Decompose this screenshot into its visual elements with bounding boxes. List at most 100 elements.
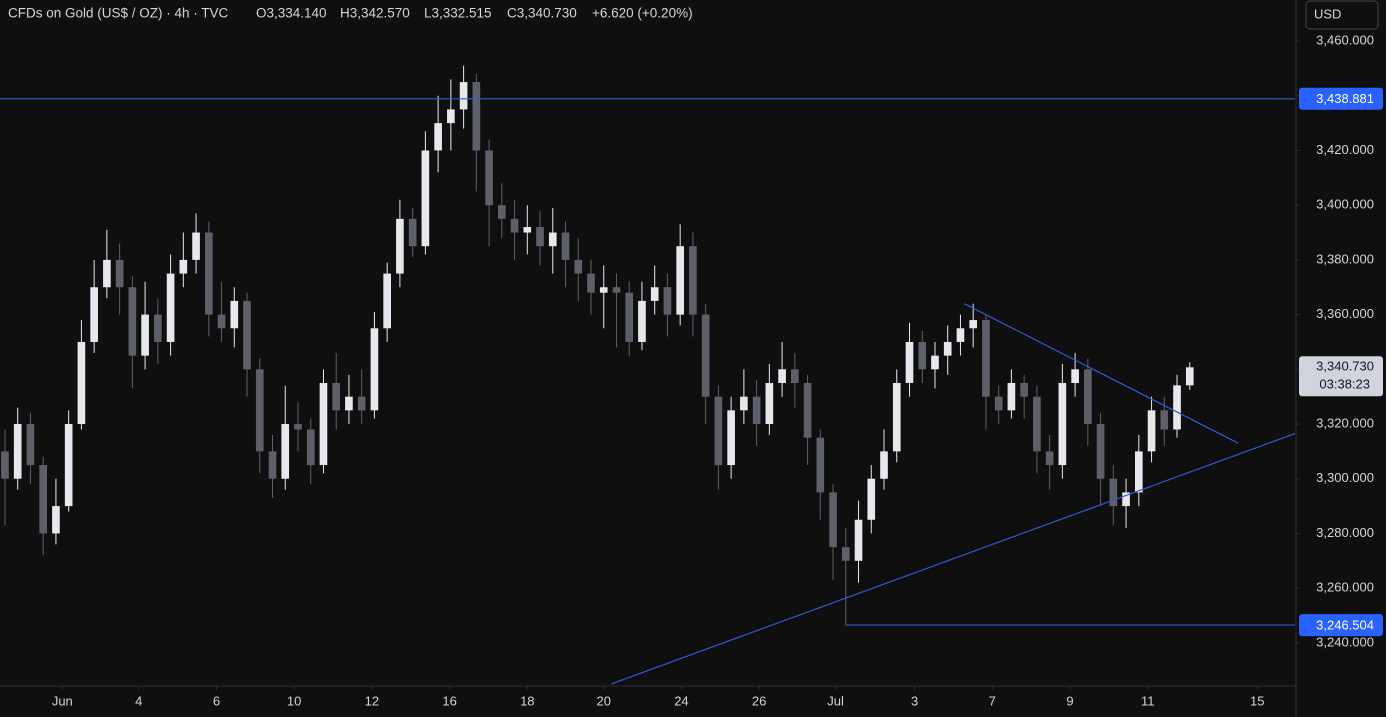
candle-body [612,287,621,293]
candle-body [345,396,353,411]
x-tick-label: 4 [135,693,142,708]
candle-body [166,273,175,342]
ohlc-change: +6.620 (+0.20%) [592,6,693,21]
candle-body [625,292,634,342]
candle-body [689,246,697,315]
ohlc-high: H3,342.570 [340,6,410,21]
countdown-label: 03:38:23 [1319,377,1370,392]
y-tick-label: 3,360.000 [1316,306,1374,321]
axes: 3,240.000 3,260.000 3,280.000 3,300.000 3,32… [52,32,1383,708]
candle-body [396,218,404,274]
candle-body [90,287,98,342]
candle-body [854,519,863,561]
x-tick-label: 6 [213,693,220,708]
candle-body [64,424,73,507]
candle-body [1109,478,1118,507]
candle-body [1147,410,1156,452]
candle-body [765,382,774,425]
candle-body [816,437,825,493]
candle-body [574,259,583,274]
candle-body [587,273,595,293]
candle-body [179,259,188,274]
candle-body [892,382,901,452]
y-tick-label: 3,380.000 [1316,251,1374,266]
candle-body [128,287,137,356]
candle-body [1071,369,1079,383]
candle-body [931,355,939,370]
candle-body [243,300,251,370]
candle-body [115,259,124,288]
candle-body [434,123,442,151]
candle-body [294,424,302,430]
candle-body [969,320,978,329]
candle-body [1007,382,1016,411]
currency-button[interactable] [1305,0,1379,30]
candle-body [192,232,200,260]
candle-body [1134,451,1143,493]
price-label-box [1299,87,1383,110]
y-tick-label: 3,280.000 [1316,525,1374,540]
candle-body [548,232,557,247]
ohlc-open: O3,334.140 [256,6,327,21]
candle-body [982,320,990,397]
candle-body [154,314,162,342]
candle-body [497,205,506,219]
candle-body [943,341,952,356]
x-tick-label: 10 [287,693,301,708]
x-tick-label: Jul [827,693,844,708]
x-tick-label: 20 [597,693,611,708]
ohlc-low: L3,332.515 [424,6,492,21]
candle-body [1084,369,1092,425]
candle-body [918,341,927,370]
candle-body [1160,410,1169,430]
candle-body [332,382,341,411]
y-tick-label: 3,260.000 [1316,580,1374,595]
y-tick-label: 3,420.000 [1316,142,1374,157]
candle-body [230,300,239,329]
price-label-box [1299,614,1383,637]
candle-body [561,232,570,260]
candle-body [13,424,22,479]
trendline [611,433,1296,685]
y-tick-label: 3,240.000 [1316,634,1374,649]
x-tick-label: 24 [674,693,688,708]
ohlc-close: C3,340.730 [507,6,577,21]
candle-body [791,369,799,383]
candle-body [650,287,659,301]
candle-body [459,82,468,110]
candle-body [1058,382,1067,466]
candle-body [778,369,786,383]
y-tick-label: 3,320.000 [1316,415,1374,430]
candle-body [268,451,277,479]
x-tick-label: Jun [52,693,73,708]
candle-body [1173,385,1181,430]
x-tick-label: 3 [911,693,918,708]
candle-body [421,150,430,247]
candle-body [447,109,455,124]
candle-body [141,314,149,356]
candle-body [510,218,519,233]
candle-body [383,273,391,329]
candle-body [740,396,748,411]
candle-body [523,227,532,233]
candle-body [26,424,35,466]
price-label: 3,246.504 [1316,618,1374,633]
candle-body [306,429,315,466]
candle-body [77,341,86,425]
candle-body [829,492,837,548]
trendline [964,303,1239,444]
candle-body [1045,451,1054,466]
candle-body [841,547,850,561]
currency-label[interactable]: USD [1314,6,1341,21]
candle-body [1033,396,1041,452]
candle-body [701,314,710,397]
candle-body [1185,367,1194,386]
y-tick-label: 3,300.000 [1316,470,1374,485]
candle-body [727,410,735,466]
candle-body [408,218,417,247]
x-tick-label: 16 [442,693,456,708]
x-tick-label: 7 [989,693,996,708]
